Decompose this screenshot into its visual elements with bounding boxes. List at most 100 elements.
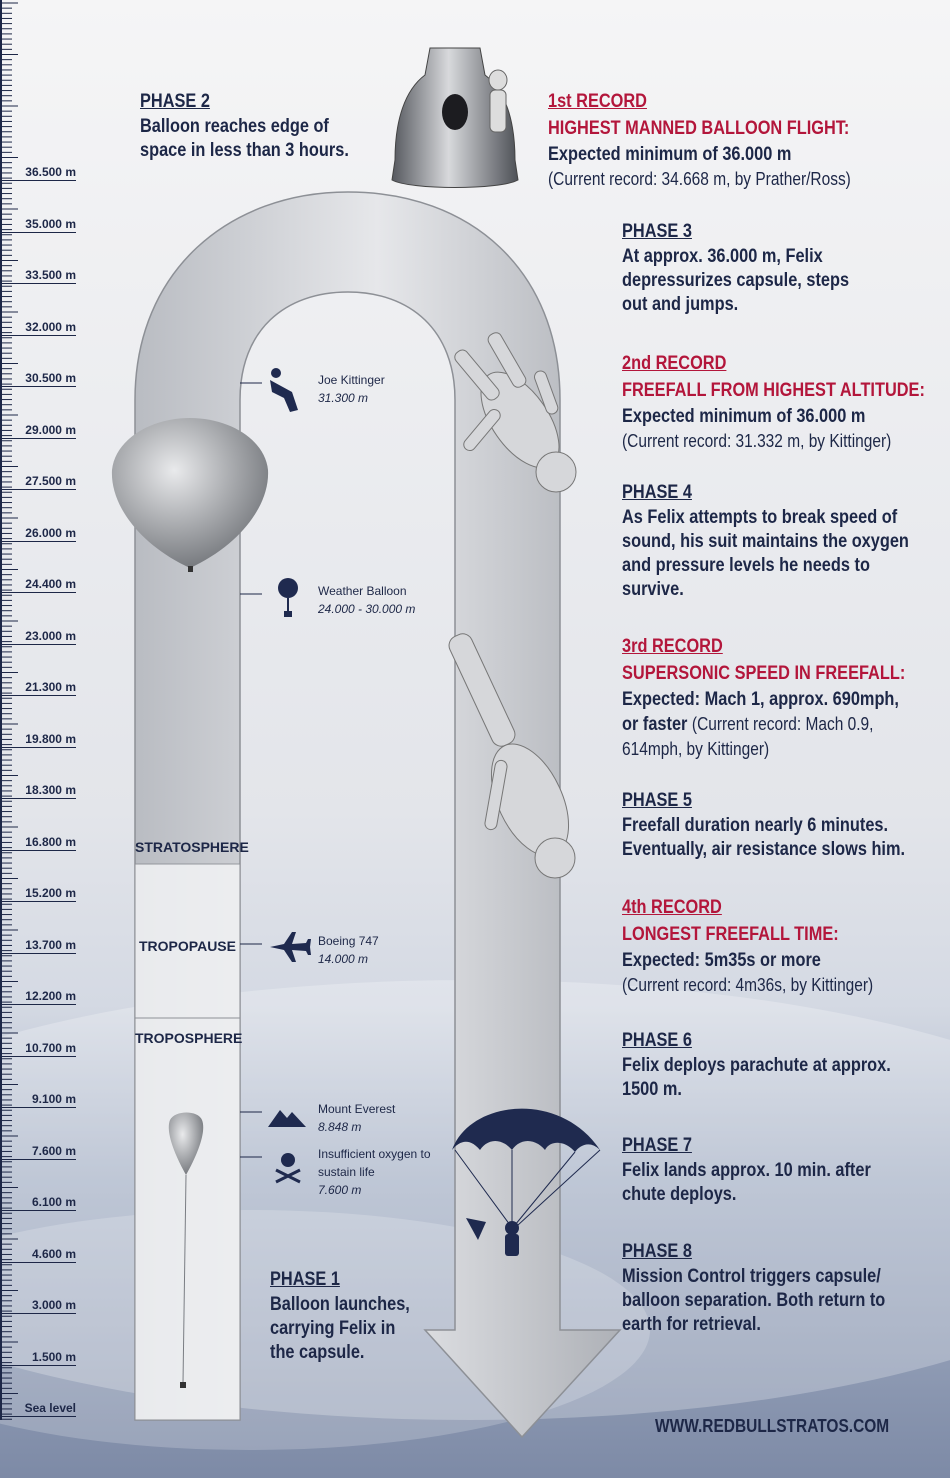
parachutist [505, 1221, 519, 1235]
phase-text: out and jumps. [622, 294, 739, 315]
marker-name: Weather Balloon [318, 584, 407, 598]
phase-5: PHASE 5 Freefall duration nearly 6 minut… [622, 788, 905, 862]
record-4: 4th RECORD LONGEST FREEFALL TIME: Expect… [622, 895, 873, 997]
phase-label: PHASE 8 [622, 1241, 692, 1262]
phase-text: and pressure levels he needs to [622, 555, 870, 576]
marker-name: Boeing 747 [318, 934, 379, 948]
record-note: (Current record: 34.668 m, by Prather/Ro… [548, 169, 851, 189]
phase-text: balloon separation. Both return to [622, 1290, 886, 1311]
phase-text: the capsule. [270, 1342, 365, 1363]
record-heading: HIGHEST MANNED BALLOON FLIGHT: [548, 118, 850, 139]
skydiver [448, 633, 576, 879]
ruler-label: 13.700 m [0, 938, 76, 954]
ruler-label: 32.000 m [0, 320, 76, 336]
phase-4: PHASE 4 As Felix attempts to break speed… [622, 480, 909, 602]
ruler-label: 29.000 m [0, 423, 76, 439]
ruler-label: 4.600 m [0, 1247, 76, 1263]
marker-altitude: 8.848 m [318, 1120, 362, 1134]
phase-text: chute deploys. [622, 1184, 737, 1205]
ruler-label: 16.800 m [0, 835, 76, 851]
ruler-label: 12.200 m [0, 990, 76, 1005]
phase-text: depressurizes capsule, steps [622, 270, 850, 291]
phase-text: Balloon launches, [270, 1294, 410, 1315]
marker-icons [268, 368, 311, 1184]
marker-altitude: 24.000 - 30.000 m [318, 602, 416, 616]
ruler-label: 10.700 m [0, 1041, 76, 1057]
phase-text: earth for retrieval. [622, 1314, 761, 1335]
record-3: 3rd RECORD SUPERSONIC SPEED IN FREEFALL:… [622, 634, 905, 761]
ruler-label: 30.500 m [0, 372, 76, 387]
phase-6: PHASE 6 Felix deploys parachute at appro… [622, 1028, 891, 1102]
record-label: 1st RECORD [548, 91, 647, 112]
altitude-marker: Insufficient oxygen to sustain life 7.600… [318, 1145, 436, 1199]
phase-text: space in less than 3 hours. [140, 140, 349, 161]
phase-3: PHASE 3 At approx. 36.000 m, Felix depre… [622, 219, 849, 317]
phase-text: Eventually, air resistance slows him. [622, 839, 906, 860]
record-note: (Current record: 31.332 m, by Kittinger) [622, 431, 892, 451]
phase-label: PHASE 4 [622, 482, 692, 503]
phase-text: Felix lands approx. 10 min. after [622, 1160, 871, 1181]
marker-name: Mount Everest [318, 1102, 396, 1116]
record-label: 4th RECORD [622, 897, 722, 918]
record-heading: FREEFALL FROM HIGHEST ALTITUDE: [622, 380, 925, 401]
ruler [0, 0, 18, 1420]
ruler-label: 7.600 m [0, 1144, 76, 1160]
skydiver [454, 332, 577, 493]
phase-label: PHASE 1 [270, 1269, 340, 1290]
altitude-marker: Joe Kittinger 31.300 m [318, 371, 436, 407]
phase-2: PHASE 2 Balloon reaches edge of space in… [140, 89, 349, 163]
ruler-label: 23.000 m [0, 629, 76, 645]
ruler-label: 18.300 m [0, 784, 76, 799]
phase-label: PHASE 6 [622, 1030, 692, 1051]
phase-label: PHASE 7 [622, 1135, 692, 1156]
balloon-capsule [188, 566, 193, 572]
layer-label: TROPOPAUSE [139, 938, 236, 954]
ruler-label: 33.500 m [0, 269, 76, 284]
record-text: Expected minimum of 36.000 m [622, 406, 866, 427]
record-text-line: or faster (Current record: Mach 0.9, [622, 712, 905, 737]
phase-text: sound, his suit maintains the oxygen [622, 531, 909, 552]
ruler-label: 15.200 m [0, 887, 76, 902]
ruler-label: 19.800 m [0, 732, 76, 748]
record-note: 614mph, by Kittinger) [622, 739, 770, 759]
record-text: Expected minimum of 36.000 m [548, 144, 792, 165]
ruler-label: 1.500 m [0, 1350, 76, 1366]
phase-text: carrying Felix in [270, 1318, 396, 1339]
marker-altitude: 7.600 m [318, 1183, 362, 1197]
phase-text: 1500 m. [622, 1079, 682, 1100]
altitude-marker: Boeing 747 14.000 m [318, 932, 436, 968]
phase-text: Felix deploys parachute at approx. [622, 1055, 891, 1076]
marker-name: Insufficient oxygen to sustain life [318, 1147, 431, 1179]
phase-text: At approx. 36.000 m, Felix [622, 246, 823, 267]
phase-label: PHASE 5 [622, 790, 692, 811]
record-2: 2nd RECORD FREEFALL FROM HIGHEST ALTITUD… [622, 351, 925, 453]
marker-altitude: 31.300 m [318, 391, 369, 405]
record-1: 1st RECORD HIGHEST MANNED BALLOON FLIGHT… [548, 89, 851, 191]
website: WWW.REDBULLSTRATOS.COM [655, 1416, 890, 1436]
record-text: Expected: Mach 1, approx. 690mph, [622, 689, 899, 710]
record-note: (Current record: 4m36s, by Kittinger) [622, 975, 874, 995]
launch-balloon [168, 1112, 204, 1175]
ruler-label: 27.500 m [0, 475, 76, 490]
ruler-label: 36.500 m [0, 166, 76, 181]
phase-text: As Felix attempts to break speed of [622, 507, 898, 528]
record-note: (Current record: Mach 0.9, [691, 714, 874, 734]
drogue [466, 1218, 486, 1240]
record-label: 3rd RECORD [622, 636, 723, 657]
ruler-label: 9.100 m [0, 1093, 76, 1108]
record-label: 2nd RECORD [622, 353, 727, 374]
marker-altitude: 14.000 m [318, 952, 369, 966]
phase-1: PHASE 1 Balloon launches, carrying Felix… [270, 1267, 410, 1365]
ruler-label: Sea level [0, 1402, 76, 1417]
phase-text: survive. [622, 579, 684, 600]
phase-8: PHASE 8 Mission Control triggers capsule… [622, 1239, 885, 1337]
layer-label: STRATOSPHERE [135, 839, 249, 855]
phase-label: PHASE 2 [140, 91, 210, 112]
astronaut [488, 69, 508, 91]
launch-capsule [180, 1382, 186, 1388]
altitude-marker: Mount Everest 8.848 m [318, 1100, 436, 1136]
altitude-marker: Weather Balloon 24.000 - 30.000 m [318, 582, 436, 618]
astronaut [489, 89, 507, 133]
